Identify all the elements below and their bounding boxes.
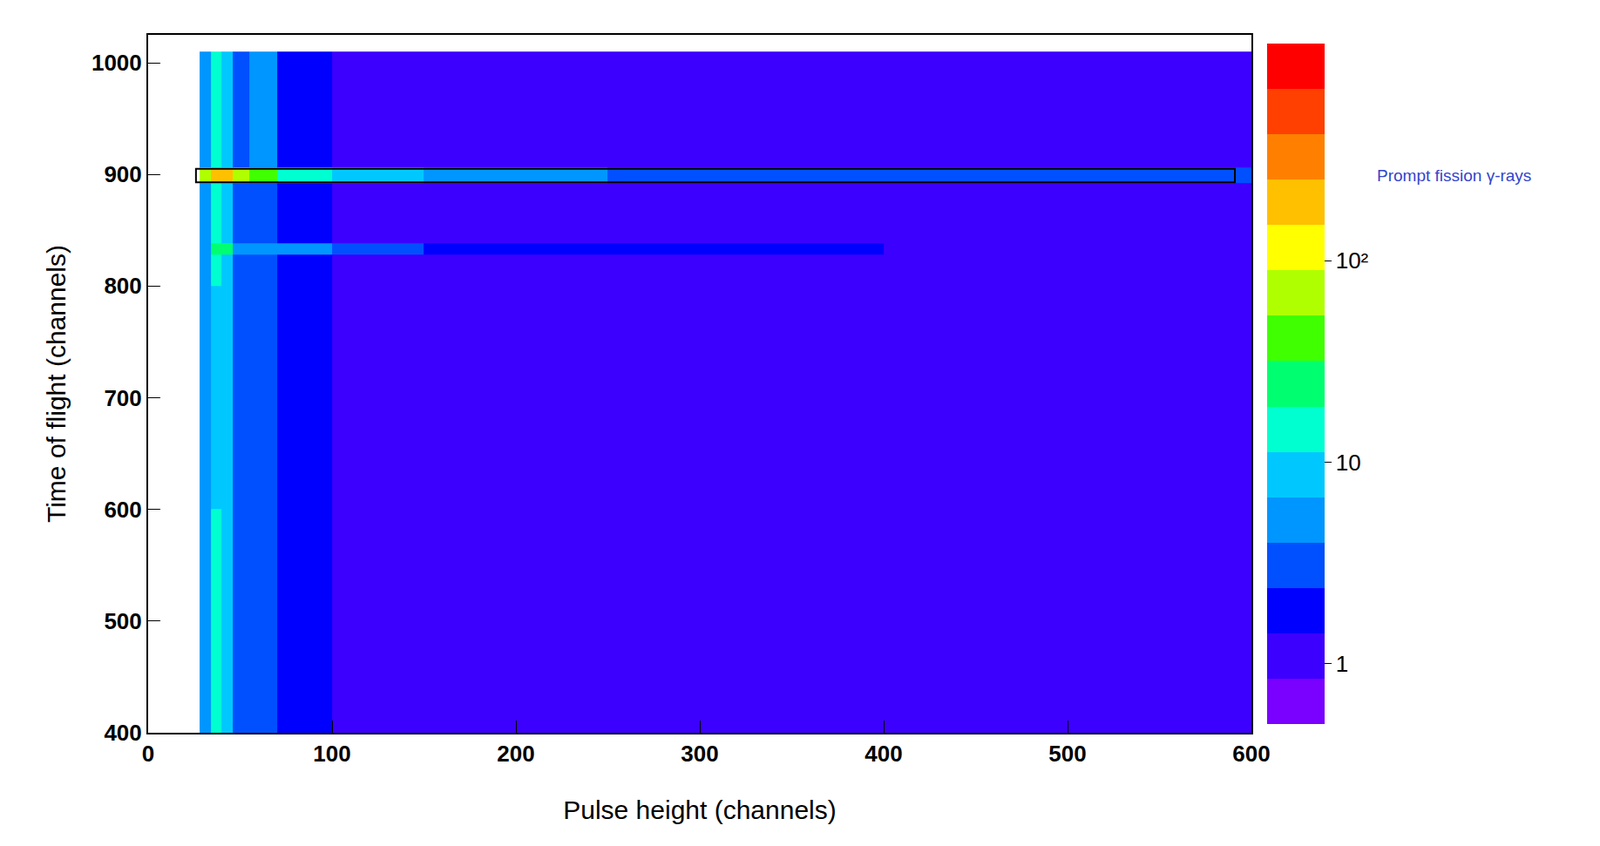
svg-text:500: 500: [1048, 740, 1086, 767]
svg-text:1: 1: [1335, 650, 1349, 678]
svg-text:800: 800: [103, 272, 142, 299]
svg-text:100: 100: [312, 740, 351, 767]
svg-text:1000: 1000: [91, 49, 143, 76]
svg-text:700: 700: [103, 385, 142, 412]
svg-text:0: 0: [142, 740, 155, 767]
svg-text:900: 900: [103, 161, 142, 188]
svg-text:Prompt fission γ-rays: Prompt fission γ-rays: [1376, 166, 1532, 185]
svg-text:10²: 10²: [1335, 247, 1370, 274]
svg-text:300: 300: [680, 740, 719, 767]
svg-text:10: 10: [1335, 449, 1362, 476]
svg-text:500: 500: [103, 608, 142, 635]
svg-text:200: 200: [496, 740, 535, 767]
svg-text:600: 600: [103, 496, 142, 523]
svg-text:Time of flight (channels): Time of flight (channels): [41, 244, 71, 523]
svg-text:600: 600: [1232, 740, 1270, 767]
svg-text:400: 400: [864, 740, 902, 767]
svg-text:400: 400: [103, 719, 142, 746]
svg-text:Pulse height (channels): Pulse height (channels): [562, 795, 837, 825]
